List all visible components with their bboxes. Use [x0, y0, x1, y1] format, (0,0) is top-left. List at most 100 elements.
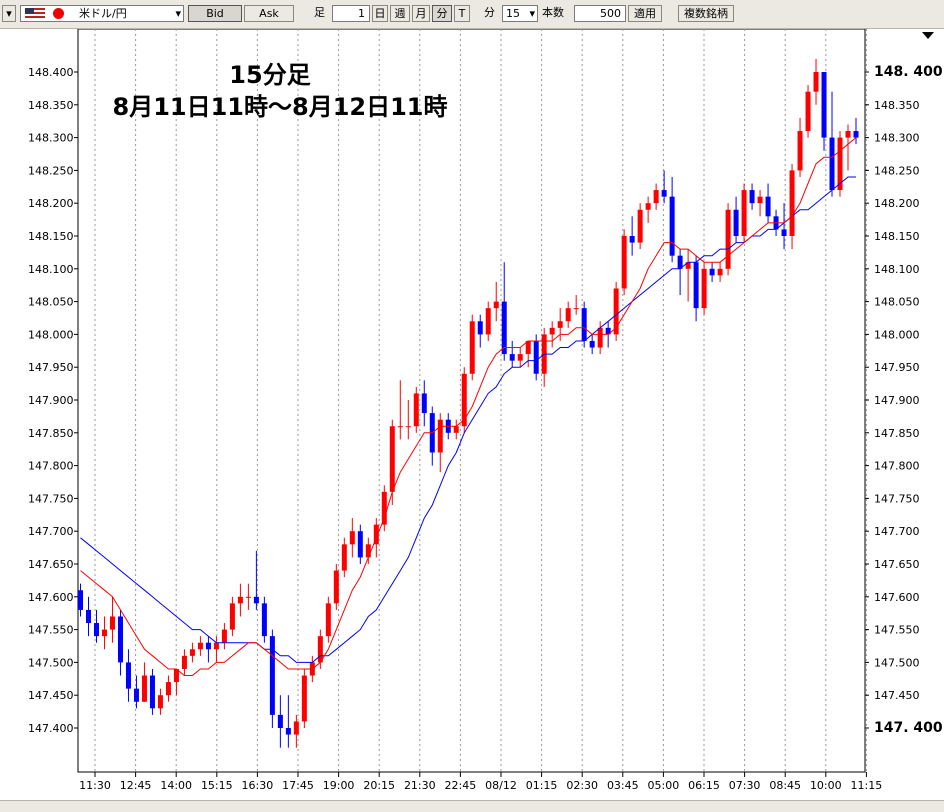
candle-body: [365, 544, 371, 558]
candle-body: [93, 623, 99, 637]
candle-body: [253, 596, 259, 604]
y-tick-label-left: 147.550: [28, 624, 74, 637]
bid-button[interactable]: Bid: [188, 5, 242, 22]
multi-symbol-button[interactable]: 複数銘柄: [678, 5, 734, 22]
x-tick-label: 08/12: [485, 779, 517, 792]
candle-body: [205, 642, 211, 650]
y-tick-label-right: 148.150: [874, 230, 920, 243]
pair-selector[interactable]: 米ドル/円 ▾: [20, 5, 184, 22]
candle-body: [405, 426, 411, 428]
candle-body: [157, 695, 163, 709]
candle-body: [653, 190, 659, 204]
x-tick-label: 22:45: [445, 779, 477, 792]
candle-body: [78, 590, 83, 610]
day-button[interactable]: 日: [372, 5, 388, 22]
candle-body: [325, 603, 331, 637]
candle-body: [621, 236, 627, 289]
ashi-label: 足: [314, 6, 325, 19]
candle-body: [261, 603, 267, 637]
candle-body: [357, 531, 363, 558]
y-tick-label-left: 147.400: [28, 722, 74, 735]
y-tick-label-left: 147.900: [28, 394, 74, 407]
candle-body: [221, 629, 227, 643]
y-tick-label-right: 148.300: [874, 132, 920, 145]
minute-button[interactable]: 分: [432, 5, 452, 22]
toolbar: ▾ 米ドル/円 ▾ Bid Ask 足 1 日 週 月 分 T 分 15 ▾ 本…: [0, 0, 944, 29]
candle-body: [285, 728, 291, 735]
y-tick-label-left: 147.750: [28, 492, 74, 505]
y-tick-label-left: 148.050: [28, 296, 74, 309]
candle-body: [589, 340, 595, 348]
tick-button[interactable]: T: [454, 5, 470, 22]
y-tick-label-left: 147.650: [28, 558, 74, 571]
ask-button[interactable]: Ask: [244, 5, 294, 22]
candle-body: [181, 655, 187, 669]
week-button[interactable]: 週: [390, 5, 410, 22]
y-tick-label-right: 148.200: [874, 197, 920, 210]
y-tick-label-right: 147. 400: [874, 720, 943, 736]
menu-dropdown-button[interactable]: ▾: [2, 5, 16, 22]
minute-select[interactable]: 15 ▾: [502, 5, 538, 22]
candle-body: [717, 268, 723, 276]
apply-button[interactable]: 適用: [628, 5, 662, 22]
y-tick-label-right: 147.550: [874, 624, 920, 637]
candle-body: [101, 629, 107, 637]
candle-body: [333, 570, 339, 604]
y-tick-label-left: 147.800: [28, 460, 74, 473]
month-button[interactable]: 月: [412, 5, 430, 22]
y-tick-label-right: 148.050: [874, 296, 920, 309]
candle-body: [565, 308, 571, 322]
candle-body: [117, 616, 123, 663]
candle-body: [533, 340, 539, 374]
y-tick-label-right: 148.350: [874, 99, 920, 112]
candle-body: [837, 137, 843, 191]
candle-body: [453, 426, 459, 433]
candle-body: [669, 196, 675, 256]
chart-subtitle: 8月11日11時〜8月12日11時: [112, 93, 448, 121]
chevron-down-icon[interactable]: ▾: [175, 7, 181, 20]
candle-body: [229, 603, 235, 630]
candle-body: [741, 190, 747, 236]
candle-body: [373, 524, 379, 545]
y-tick-label-left: 148.300: [28, 132, 74, 145]
candle-body: [317, 636, 323, 663]
y-tick-label-left: 148.100: [28, 263, 74, 276]
count-input[interactable]: 500: [574, 5, 626, 22]
x-tick-label: 15:15: [201, 779, 233, 792]
candle-body: [349, 531, 355, 545]
candle-body: [765, 196, 771, 217]
y-tick-label-right: 147.500: [874, 656, 920, 669]
candle-body: [421, 393, 427, 414]
x-tick-label: 16:30: [242, 779, 274, 792]
candle-body: [509, 354, 515, 361]
candlestick-chart: 11:30 12:45 14:00 15:15 16:30 17:45 19:00 20:15…: [28, 29, 943, 792]
candle-body: [141, 675, 147, 702]
jp-flag-icon: [53, 8, 64, 19]
minute-chevron-down-icon[interactable]: ▾: [529, 7, 535, 20]
minute-text: 分: [484, 6, 495, 19]
y-tick-label-left: 147.450: [28, 689, 74, 702]
x-tick-label: 01:15: [526, 779, 558, 792]
candle-body: [573, 308, 579, 310]
chart-area: 11:30 12:45 14:00 15:15 16:30 17:45 19:00 20:15…: [0, 29, 944, 811]
us-flag-canton-icon: [25, 8, 34, 14]
x-tick-label: 21:30: [404, 779, 436, 792]
ma-long-line: [80, 176, 856, 663]
candle-body: [125, 662, 131, 689]
y-tick-label-right: 148.000: [874, 328, 920, 341]
candle-body: [829, 137, 835, 191]
y-tick-label-left: 148.000: [28, 328, 74, 341]
candle-body: [581, 308, 587, 341]
chart-title: 15分足: [229, 61, 311, 89]
ashi-input[interactable]: 1: [332, 5, 370, 22]
y-tick-label-left: 147.600: [28, 591, 74, 604]
candle-body: [501, 301, 507, 355]
candle-body: [789, 170, 795, 236]
candle-body: [805, 91, 811, 132]
candle-body: [109, 616, 115, 630]
y-tick-label-left: 147.950: [28, 361, 74, 374]
candle-body: [709, 268, 715, 276]
y-tick-label-right: 148.100: [874, 263, 920, 276]
plot-frame: [77, 29, 866, 773]
y-tick-label-right: 147.800: [874, 460, 920, 473]
